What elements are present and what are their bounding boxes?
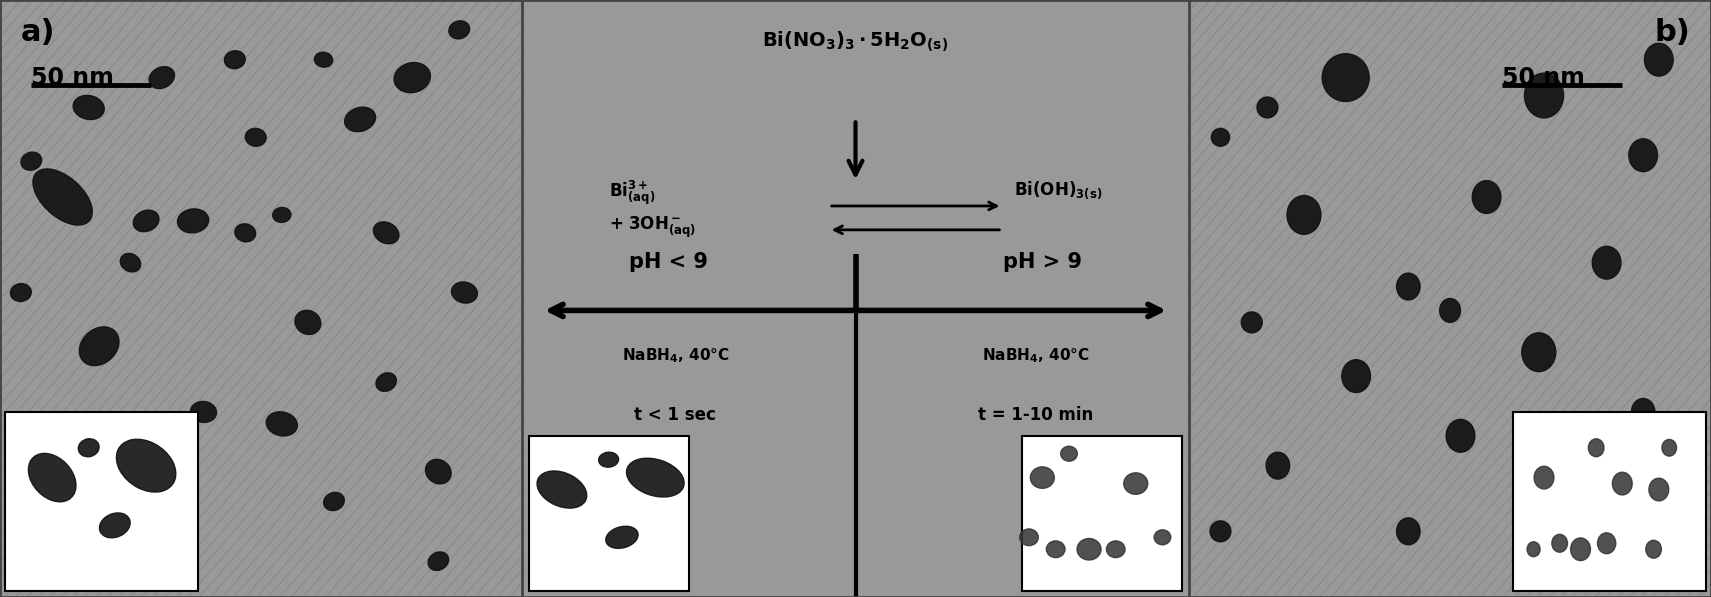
Ellipse shape (1588, 439, 1603, 457)
Ellipse shape (234, 224, 255, 242)
Ellipse shape (1155, 530, 1170, 544)
Text: pH > 9: pH > 9 (1003, 251, 1081, 272)
Ellipse shape (1341, 359, 1371, 393)
Ellipse shape (1646, 540, 1661, 558)
Text: 50 nm: 50 nm (31, 66, 115, 90)
Ellipse shape (149, 67, 175, 88)
Ellipse shape (1240, 312, 1263, 333)
Ellipse shape (79, 327, 120, 365)
Text: b): b) (1655, 18, 1690, 47)
Ellipse shape (315, 52, 332, 67)
Ellipse shape (137, 488, 166, 515)
Ellipse shape (1552, 534, 1567, 552)
Ellipse shape (178, 209, 209, 233)
Ellipse shape (1471, 180, 1501, 214)
Text: $\mathbf{Bi^{3+}_{(aq)}}$
$\mathbf{+ \ 3OH^-_{(aq)}}$: $\mathbf{Bi^{3+}_{(aq)}}$ $\mathbf{+ \ 3… (609, 179, 695, 240)
Ellipse shape (1396, 273, 1420, 300)
Ellipse shape (120, 253, 140, 272)
Ellipse shape (1535, 466, 1554, 489)
Ellipse shape (1020, 529, 1039, 546)
Ellipse shape (1124, 473, 1148, 494)
Ellipse shape (1446, 419, 1475, 453)
Ellipse shape (1629, 139, 1658, 172)
Ellipse shape (10, 284, 31, 301)
Ellipse shape (626, 458, 684, 497)
Ellipse shape (537, 471, 587, 508)
Ellipse shape (376, 373, 397, 392)
Ellipse shape (1525, 73, 1564, 118)
Ellipse shape (1076, 538, 1102, 560)
Ellipse shape (74, 96, 104, 119)
Ellipse shape (1047, 541, 1064, 558)
Ellipse shape (50, 550, 75, 572)
Bar (5, 412, 198, 591)
Ellipse shape (1061, 447, 1078, 461)
Ellipse shape (394, 63, 431, 93)
Ellipse shape (1266, 453, 1290, 479)
Ellipse shape (190, 401, 217, 423)
Ellipse shape (1644, 43, 1673, 76)
Ellipse shape (1574, 482, 1608, 521)
Ellipse shape (1210, 521, 1230, 542)
Ellipse shape (29, 453, 75, 502)
Ellipse shape (1287, 196, 1321, 234)
Ellipse shape (428, 552, 448, 571)
Ellipse shape (323, 493, 344, 510)
Text: 50 nm: 50 nm (1502, 66, 1584, 90)
Bar (1023, 436, 1182, 591)
Ellipse shape (245, 128, 267, 146)
Ellipse shape (36, 433, 58, 451)
Ellipse shape (1571, 538, 1591, 561)
Ellipse shape (426, 459, 452, 484)
Text: t < 1 sec: t < 1 sec (635, 406, 717, 424)
Ellipse shape (33, 169, 92, 225)
Ellipse shape (599, 452, 619, 467)
Ellipse shape (1631, 399, 1655, 425)
Ellipse shape (133, 210, 159, 232)
Ellipse shape (1396, 518, 1420, 544)
Ellipse shape (1649, 478, 1668, 501)
Ellipse shape (1258, 97, 1278, 118)
Text: t = 1-10 min: t = 1-10 min (979, 406, 1093, 424)
Ellipse shape (224, 51, 245, 69)
Ellipse shape (1323, 54, 1369, 101)
Ellipse shape (116, 439, 176, 492)
Text: $\mathbf{Bi(OH)_{3(s)}}$: $\mathbf{Bi(OH)_{3(s)}}$ (1015, 179, 1102, 201)
Ellipse shape (452, 282, 477, 303)
Ellipse shape (1661, 439, 1677, 456)
Text: pH < 9: pH < 9 (630, 251, 708, 272)
Bar (1513, 412, 1706, 591)
Ellipse shape (21, 152, 41, 170)
Ellipse shape (1439, 298, 1461, 322)
Ellipse shape (294, 310, 322, 334)
Ellipse shape (272, 207, 291, 223)
Ellipse shape (344, 107, 375, 132)
Bar (529, 436, 688, 591)
Text: $\mathbf{NaBH_4}$, 40°C: $\mathbf{NaBH_4}$, 40°C (621, 346, 729, 365)
Ellipse shape (79, 439, 99, 457)
Ellipse shape (448, 21, 469, 39)
Ellipse shape (1526, 542, 1540, 556)
Text: a): a) (21, 18, 55, 47)
Text: $\mathbf{NaBH_4}$, 40°C: $\mathbf{NaBH_4}$, 40°C (982, 346, 1090, 365)
Ellipse shape (373, 222, 399, 244)
Ellipse shape (1521, 333, 1555, 371)
Ellipse shape (606, 526, 638, 549)
Ellipse shape (267, 412, 298, 436)
Ellipse shape (1107, 541, 1126, 558)
Text: $\mathbf{Bi(NO_3)_3 \cdot 5H_2O_{(s)}}$: $\mathbf{Bi(NO_3)_3 \cdot 5H_2O_{(s)}}$ (763, 30, 948, 54)
Ellipse shape (1593, 246, 1620, 279)
Ellipse shape (1612, 472, 1632, 495)
Ellipse shape (1030, 467, 1054, 488)
Ellipse shape (1598, 533, 1615, 554)
Ellipse shape (1211, 128, 1230, 146)
Ellipse shape (99, 513, 130, 538)
